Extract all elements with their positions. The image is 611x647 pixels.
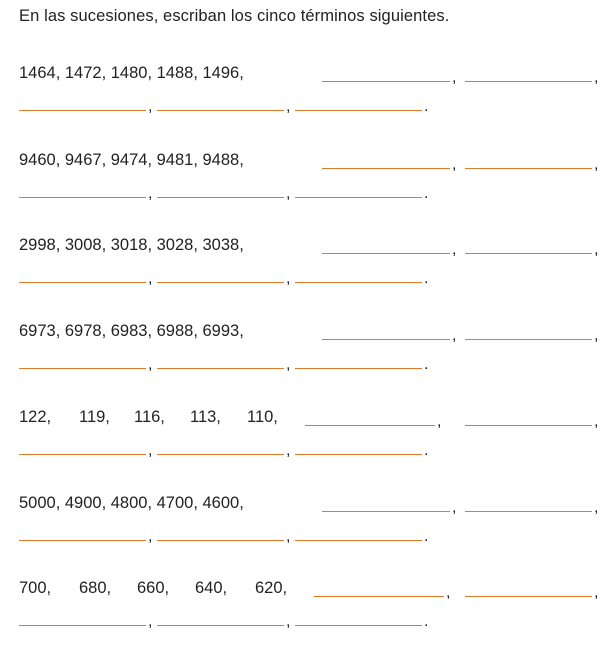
answer-blank[interactable]	[305, 425, 435, 426]
comma-mark: ,	[594, 413, 599, 430]
comma-mark: ,	[286, 270, 291, 287]
answer-blank[interactable]	[465, 81, 592, 82]
comma-mark: ,	[148, 528, 153, 545]
comma-mark: ,	[286, 613, 291, 630]
period-mark: .	[424, 613, 429, 630]
answer-blank[interactable]	[465, 425, 592, 426]
period-mark: .	[424, 528, 429, 545]
answer-blank[interactable]	[322, 511, 450, 512]
comma-mark: ,	[286, 528, 291, 545]
answer-blank[interactable]	[157, 282, 284, 283]
sequence-term: 660,	[137, 579, 170, 597]
comma-mark: ,	[452, 69, 457, 86]
sequence-terms: 9460, 9467, 9474, 9481, 9488,	[19, 151, 244, 169]
answer-blank[interactable]	[465, 511, 592, 512]
comma-mark: ,	[452, 241, 457, 258]
comma-mark: ,	[452, 327, 457, 344]
sequence-term: 680,	[79, 579, 112, 597]
sequence-term: 113,	[190, 408, 221, 426]
answer-blank[interactable]	[314, 596, 444, 597]
sequence-terms: 2998, 3008, 3018, 3028, 3038,	[19, 236, 244, 254]
sequence-terms: 5000, 4900, 4800, 4700, 4600,	[19, 494, 244, 512]
comma-mark: ,	[594, 69, 599, 86]
answer-blank[interactable]	[157, 454, 284, 455]
answer-blank[interactable]	[295, 454, 422, 455]
sequence-terms: 6973, 6978, 6983, 6988, 6993,	[19, 322, 244, 340]
comma-mark: ,	[594, 156, 599, 173]
comma-mark: ,	[148, 98, 153, 115]
answer-blank[interactable]	[322, 168, 450, 169]
comma-mark: ,	[286, 98, 291, 115]
sequence-problem: 6973, 6978, 6983, 6988, 6993,,,,,.	[0, 321, 611, 381]
answer-blank[interactable]	[19, 625, 146, 626]
sequence-problem: 700, 680, 660, 640, 620,,,,,.	[0, 578, 611, 638]
answer-blank[interactable]	[157, 197, 284, 198]
answer-blank[interactable]	[465, 168, 592, 169]
answer-blank[interactable]	[157, 625, 284, 626]
sequence-term: 116,	[134, 408, 165, 426]
answer-blank[interactable]	[295, 368, 422, 369]
answer-blank[interactable]	[465, 339, 592, 340]
period-mark: .	[424, 356, 429, 373]
sequence-term: 620,	[255, 579, 288, 597]
answer-blank[interactable]	[295, 282, 422, 283]
sequence-term: 700,	[19, 579, 52, 597]
comma-mark: ,	[286, 356, 291, 373]
answer-blank[interactable]	[295, 540, 422, 541]
period-mark: .	[424, 185, 429, 202]
comma-mark: ,	[148, 185, 153, 202]
answer-blank[interactable]	[19, 454, 146, 455]
answer-blank[interactable]	[322, 253, 450, 254]
answer-blank[interactable]	[295, 197, 422, 198]
sequence-problem: 2998, 3008, 3018, 3028, 3038,,,,,.	[0, 235, 611, 295]
answer-blank[interactable]	[322, 81, 450, 82]
sequence-term: 122,	[19, 408, 52, 426]
sequence-term: 640,	[195, 579, 228, 597]
answer-blank[interactable]	[322, 339, 450, 340]
answer-blank[interactable]	[157, 110, 284, 111]
answer-blank[interactable]	[465, 596, 592, 597]
comma-mark: ,	[594, 241, 599, 258]
answer-blank[interactable]	[19, 282, 146, 283]
answer-blank[interactable]	[295, 110, 422, 111]
comma-mark: ,	[286, 442, 291, 459]
sequence-problem: 9460, 9467, 9474, 9481, 9488,,,,,.	[0, 150, 611, 210]
answer-blank[interactable]	[157, 540, 284, 541]
answer-blank[interactable]	[295, 625, 422, 626]
answer-blank[interactable]	[19, 110, 146, 111]
comma-mark: ,	[446, 584, 451, 601]
sequence-problem: 122, 119, 116, 113, 110,,,,,.	[0, 407, 611, 467]
comma-mark: ,	[594, 499, 599, 516]
answer-blank[interactable]	[19, 368, 146, 369]
sequence-terms: 1464, 1472, 1480, 1488, 1496,	[19, 64, 244, 82]
period-mark: .	[424, 98, 429, 115]
comma-mark: ,	[437, 413, 442, 430]
comma-mark: ,	[452, 499, 457, 516]
comma-mark: ,	[594, 584, 599, 601]
period-mark: .	[424, 442, 429, 459]
sequence-term: 110,	[247, 408, 278, 426]
comma-mark: ,	[148, 442, 153, 459]
instruction-text: En las sucesiones, escriban los cinco té…	[19, 7, 450, 25]
sequence-problem: 1464, 1472, 1480, 1488, 1496,,,,,.	[0, 63, 611, 123]
comma-mark: ,	[148, 270, 153, 287]
comma-mark: ,	[452, 156, 457, 173]
answer-blank[interactable]	[19, 197, 146, 198]
answer-blank[interactable]	[19, 540, 146, 541]
sequence-term: 119,	[79, 408, 110, 426]
sequence-problem: 5000, 4900, 4800, 4700, 4600,,,,,.	[0, 493, 611, 553]
period-mark: .	[424, 270, 429, 287]
comma-mark: ,	[594, 327, 599, 344]
answer-blank[interactable]	[157, 368, 284, 369]
comma-mark: ,	[148, 356, 153, 373]
answer-blank[interactable]	[465, 253, 592, 254]
comma-mark: ,	[148, 613, 153, 630]
comma-mark: ,	[286, 185, 291, 202]
